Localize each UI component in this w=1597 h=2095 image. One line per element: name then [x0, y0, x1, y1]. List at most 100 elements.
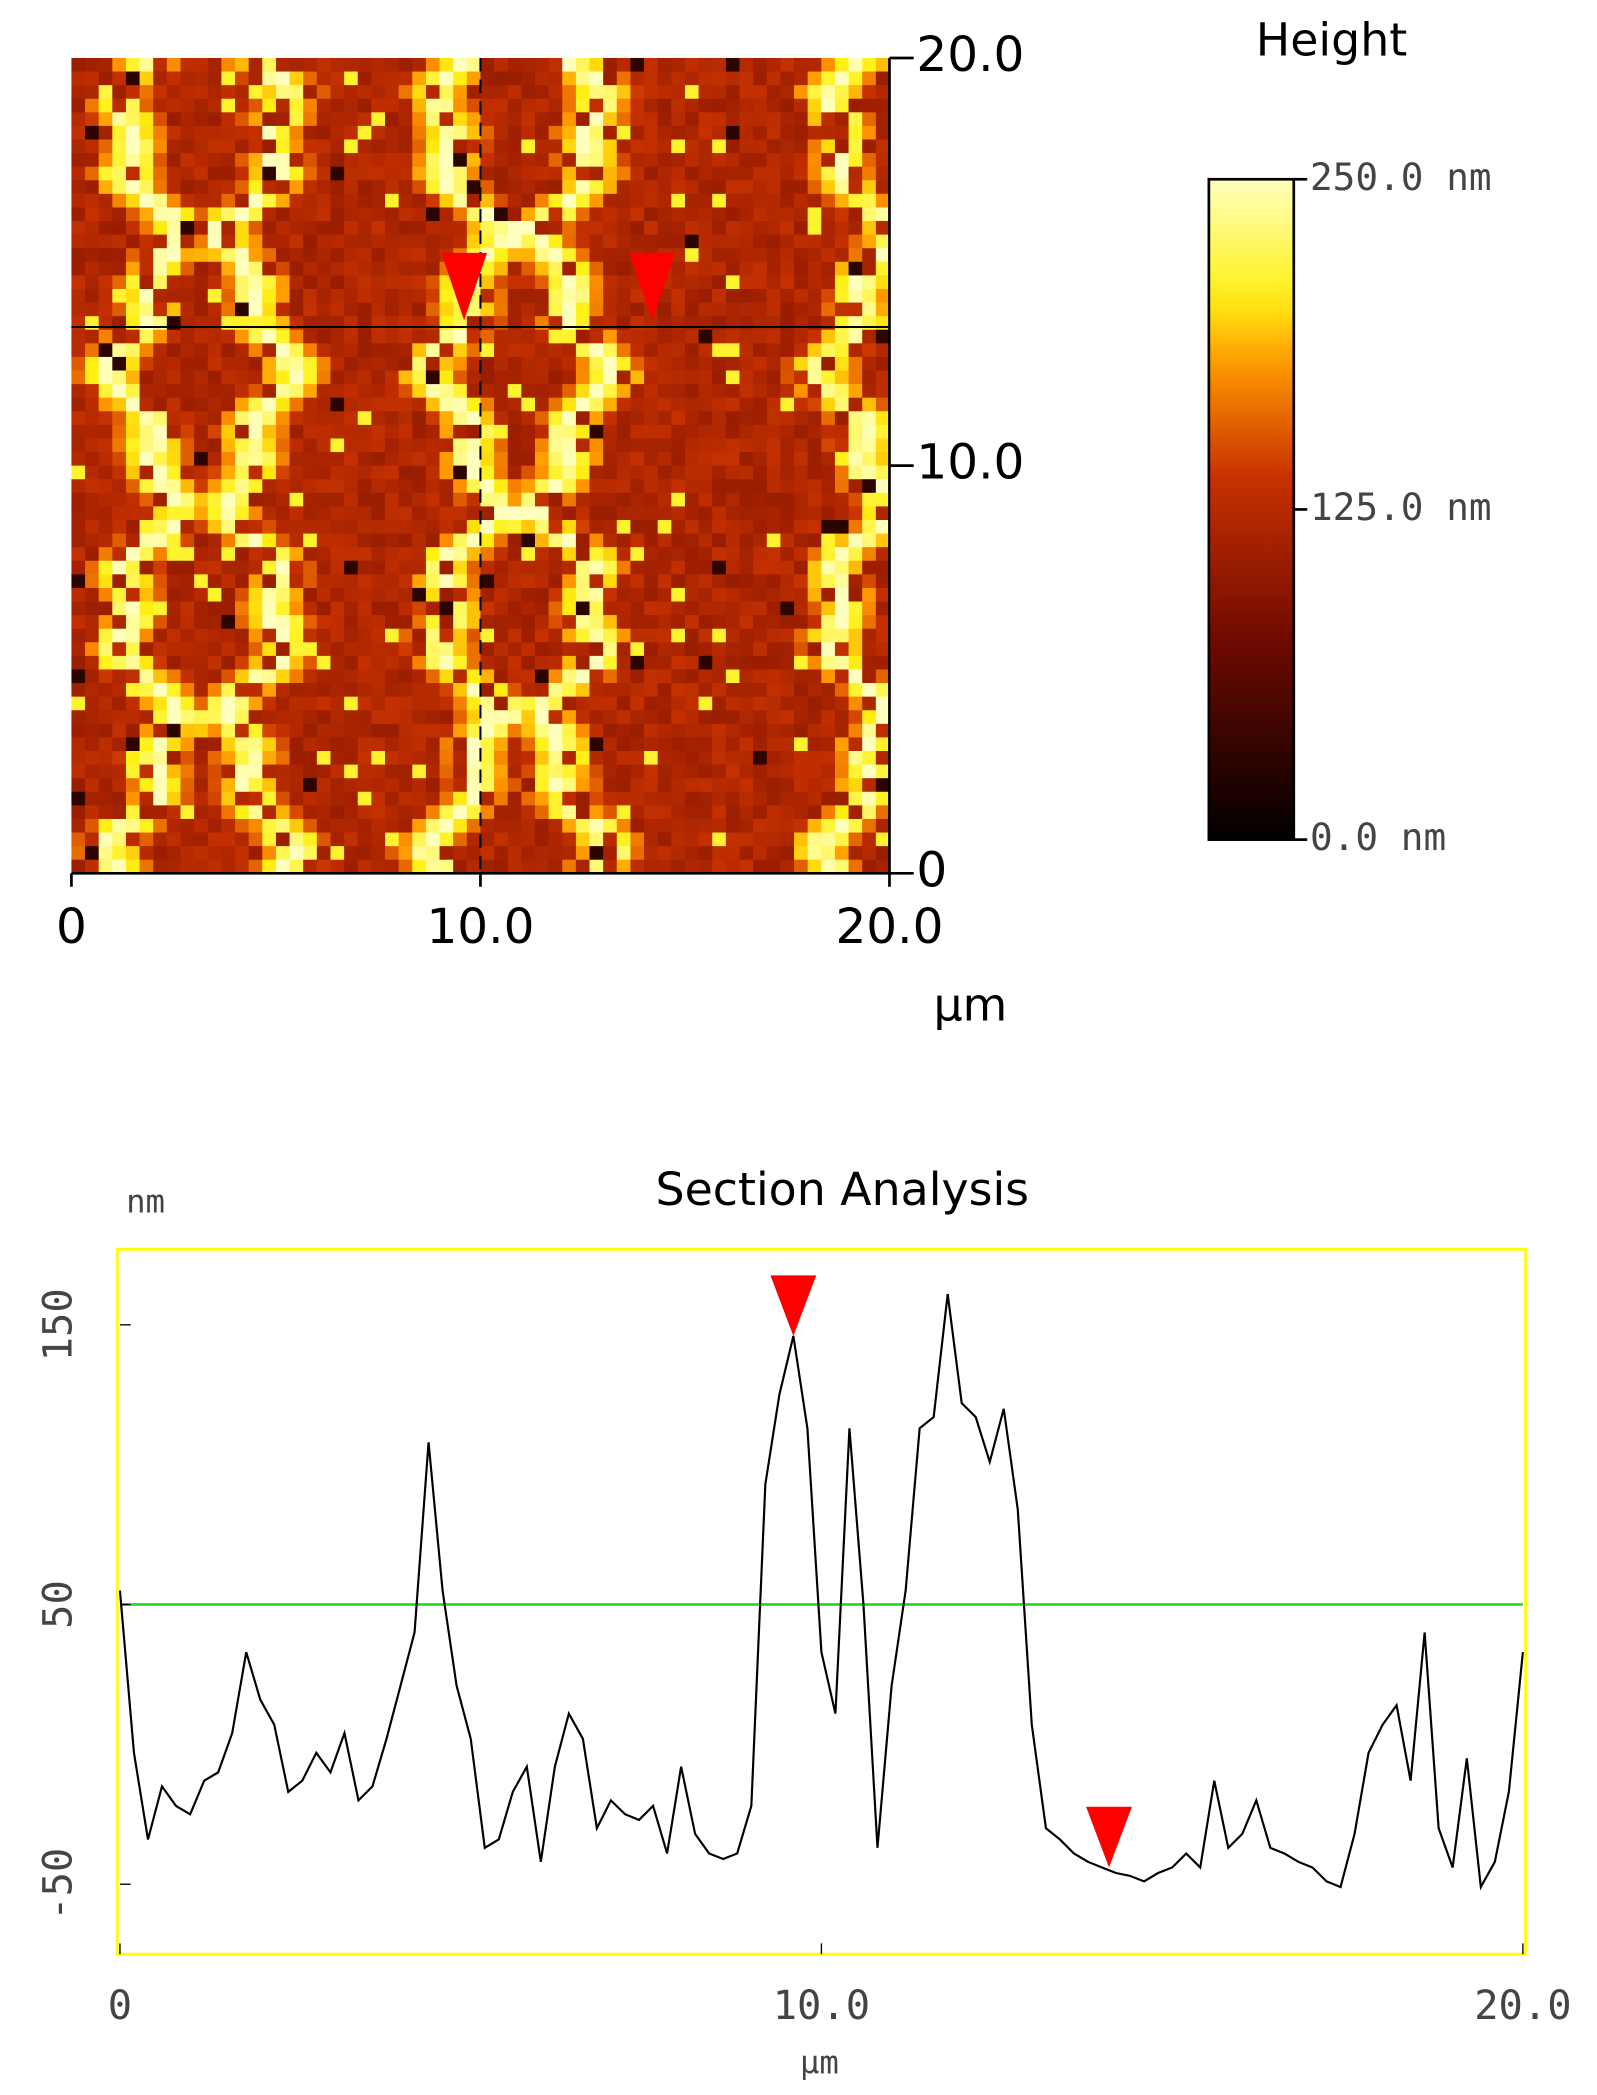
afm-pixel: [507, 846, 523, 861]
afm-pixel: [344, 574, 359, 589]
afm-pixel: [71, 166, 86, 182]
afm-pixel: [316, 71, 332, 86]
afm-pixel: [316, 193, 332, 209]
afm-pixel: [739, 737, 754, 752]
afm-pixel: [235, 737, 250, 752]
afm-pixel: [480, 234, 495, 250]
afm-pixel: [439, 818, 454, 834]
afm-pixel: [466, 859, 482, 875]
afm-pixel: [548, 424, 564, 440]
afm-pixel: [453, 642, 468, 657]
afm-pixel: [398, 356, 414, 372]
afm-pixel: [112, 343, 127, 358]
afm-pixel: [248, 166, 264, 182]
afm-pixel: [466, 710, 482, 725]
afm-pixel: [71, 560, 86, 576]
afm-pixel: [139, 356, 155, 372]
afm-pixel: [821, 125, 836, 141]
afm-pixel: [180, 329, 195, 345]
afm-pixel: [385, 791, 400, 807]
afm-pixel: [466, 71, 482, 86]
afm-pixel: [562, 57, 577, 73]
afm-pixel: [385, 655, 400, 671]
afm-pixel: [303, 574, 318, 589]
afm-pixel: [275, 737, 291, 752]
afm-pixel: [316, 112, 332, 127]
afm-pixel: [848, 424, 864, 440]
afm-pixel: [807, 832, 823, 847]
afm-pixel: [71, 248, 86, 263]
afm-pixel: [125, 234, 141, 250]
afm-pixel: [112, 207, 127, 222]
afm-pixel: [71, 696, 86, 712]
afm-pixel: [862, 778, 877, 793]
afm-pixel: [221, 696, 236, 712]
afm-pixel: [521, 778, 536, 793]
afm-pixel: [725, 506, 741, 521]
afm-pixel: [862, 696, 877, 712]
afm-pixel: [848, 751, 864, 766]
afm-pixel: [534, 560, 550, 576]
afm-pixel: [85, 234, 100, 250]
afm-pixel: [412, 57, 427, 73]
afm-pixel: [780, 234, 795, 250]
afm-pixel: [794, 560, 809, 576]
afm-pixel: [385, 139, 400, 154]
afm-pixel: [725, 560, 741, 576]
afm-pixel: [180, 465, 195, 481]
afm-pixel: [71, 655, 86, 671]
afm-pixel: [671, 778, 686, 793]
afm-pixel: [562, 452, 577, 467]
afm-pixel: [657, 791, 673, 807]
afm-pixel: [862, 710, 877, 725]
afm-pixel: [425, 683, 441, 698]
afm-pixel: [289, 424, 305, 440]
afm-pixel: [85, 723, 100, 739]
afm-pixel: [875, 85, 891, 100]
afm-pixel: [398, 615, 414, 630]
afm-pixel: [534, 506, 550, 521]
afm-pixel: [425, 234, 441, 250]
afm-pixel: [166, 655, 182, 671]
afm-pixel: [166, 547, 182, 562]
afm-pixel: [166, 859, 182, 875]
afm-pixel: [753, 85, 768, 100]
afm-pixel: [466, 791, 482, 807]
afm-pixel: [834, 112, 850, 127]
afm-pixel: [766, 316, 782, 331]
afm-pixel: [875, 424, 891, 440]
afm-pixel: [616, 275, 632, 290]
afm-pixel: [821, 642, 836, 657]
afm-pixel: [507, 356, 523, 372]
afm-pixel: [521, 560, 536, 576]
afm-pixel: [834, 288, 850, 304]
afm-pixel: [98, 85, 114, 100]
afm-pixel: [821, 71, 836, 86]
afm-pixel: [603, 628, 618, 644]
afm-pixel: [425, 438, 441, 453]
afm-pixel: [644, 533, 659, 548]
afm-pixel: [330, 655, 345, 671]
afm-pixel: [834, 411, 850, 426]
afm-pixel: [453, 397, 468, 413]
afm-pixel: [630, 655, 645, 671]
afm-pixel: [507, 370, 523, 385]
afm-pixel: [153, 98, 168, 114]
afm-pixel: [412, 221, 427, 236]
afm-pixel: [494, 710, 509, 725]
afm-pixel: [275, 356, 291, 372]
afm-pixel: [153, 139, 168, 154]
afm-pixel: [330, 384, 345, 399]
afm-pixel: [385, 737, 400, 752]
afm-pixel: [739, 384, 754, 399]
afm-pixel: [834, 791, 850, 807]
afm-pixel: [630, 778, 645, 793]
afm-pixel: [98, 560, 114, 576]
afm-pixel: [125, 479, 141, 494]
afm-pixel: [303, 642, 318, 657]
afm-pixel: [262, 655, 277, 671]
afm-pixel: [303, 98, 318, 114]
afm-pixel: [330, 778, 345, 793]
afm-pixel: [466, 384, 482, 399]
afm-pixel: [453, 316, 468, 331]
